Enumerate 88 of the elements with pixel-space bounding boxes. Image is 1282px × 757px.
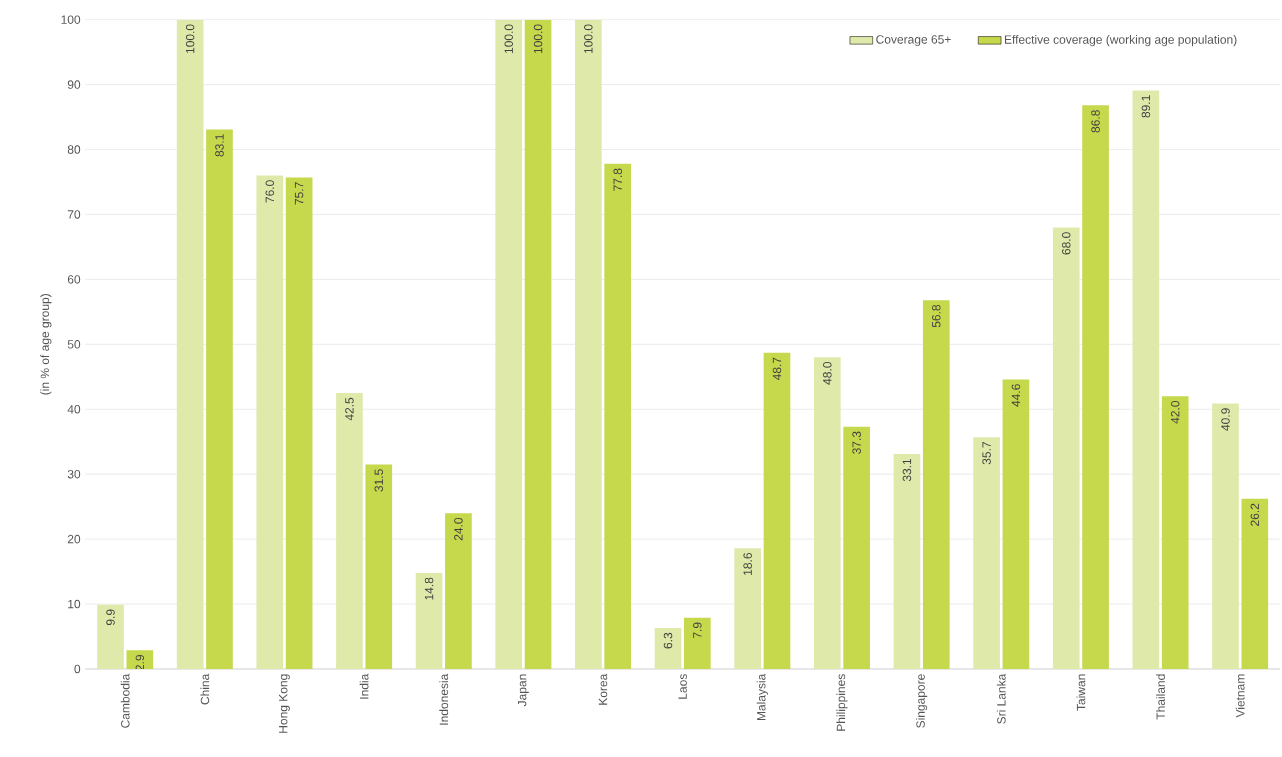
x-tick-label: Hong Kong (279, 674, 290, 733)
y-tick-label: 50 (67, 340, 81, 349)
bar (126, 650, 154, 669)
data-label: 100.0 (584, 24, 593, 54)
y-tick-label: 60 (67, 275, 81, 284)
data-label: 48.7 (772, 357, 782, 381)
data-label: 77.8 (613, 168, 622, 191)
bar (843, 426, 870, 669)
data-label: 83.1 (215, 134, 224, 157)
bar (495, 19, 523, 669)
data-label: 6.3 (663, 632, 673, 649)
bar (684, 617, 711, 669)
data-label: 89.1 (1141, 95, 1151, 118)
bar (97, 604, 124, 669)
y-tick-label: 80 (67, 145, 81, 154)
x-tick-label: China (200, 673, 210, 705)
bar (893, 454, 921, 669)
y-tick-label: 70 (67, 210, 81, 219)
data-label: 42.5 (345, 397, 354, 421)
data-label: 48.0 (823, 362, 832, 385)
bar (1241, 498, 1269, 669)
bar (763, 352, 791, 669)
data-label: 100.0 (533, 24, 543, 54)
data-label: 100.0 (504, 24, 513, 54)
data-label: 42.0 (1170, 401, 1180, 424)
x-tick-label: Korea (598, 673, 608, 705)
data-label: 33.1 (902, 458, 912, 482)
bar (524, 19, 552, 669)
y-tick-label: 10 (68, 599, 81, 609)
data-label: 26.2 (1250, 503, 1260, 526)
bar (654, 628, 682, 669)
x-tick-label: Cambodia (120, 673, 130, 728)
x-tick-label: Indonesia (439, 673, 449, 725)
bar (1082, 105, 1109, 669)
y-tick-label: 0 (74, 664, 81, 674)
bar (336, 393, 363, 669)
bar (922, 300, 950, 669)
data-label: 14.8 (424, 577, 434, 600)
y-axis-title: (in % of age group) (40, 294, 52, 395)
x-tick-label: Philippines (836, 674, 848, 731)
bar (1052, 227, 1080, 669)
bar (734, 548, 761, 669)
legend-label: Coverage 65+ (876, 35, 951, 47)
data-label: 76.0 (265, 180, 275, 203)
data-label: 37.3 (852, 431, 861, 454)
data-label: 86.8 (1091, 110, 1100, 133)
y-tick-label: 40 (67, 405, 81, 414)
data-label: 18.6 (743, 553, 752, 575)
x-tick-label: Sri Lanka (996, 673, 1006, 724)
bar (206, 129, 233, 669)
x-tick-label: Japan (518, 674, 529, 707)
bar (575, 19, 602, 669)
bar (415, 572, 443, 669)
bar (285, 177, 313, 669)
y-tick-label: 100 (61, 15, 81, 24)
data-label: 75.7 (294, 182, 304, 205)
bar (256, 175, 284, 669)
bar (176, 19, 204, 669)
x-tick-label: Vietnam (1235, 674, 1245, 718)
bar (1212, 403, 1239, 669)
bar (445, 513, 472, 669)
bar (1132, 90, 1160, 669)
x-tick-label: Singapore (916, 674, 928, 728)
data-label: 56.8 (932, 304, 941, 328)
x-tick-label: Thailand (1156, 674, 1165, 720)
bar (813, 357, 841, 669)
data-label: 35.7 (982, 442, 991, 465)
bar (604, 163, 632, 669)
y-tick-label: 90 (67, 80, 81, 89)
data-label: 9.9 (106, 609, 115, 626)
data-label: 100.0 (185, 24, 195, 54)
data-label: 7.9 (693, 622, 702, 639)
bar (1161, 396, 1189, 669)
bar (365, 464, 393, 669)
legend-label: Effective coverage (working age population) (1004, 35, 1237, 47)
y-tick-label: 30 (67, 469, 81, 479)
data-label: 68.0 (1061, 232, 1071, 255)
x-tick-label: Malaysia (756, 673, 768, 721)
bar (973, 437, 1000, 669)
data-label: 40.9 (1221, 408, 1230, 431)
y-tick-label: 20 (67, 534, 81, 544)
x-tick-label: India (359, 673, 369, 699)
x-tick-label: Laos (678, 674, 687, 699)
data-label: 24.0 (454, 517, 463, 541)
bar (1002, 379, 1030, 669)
x-tick-label: Taiwan (1076, 674, 1086, 711)
data-label: 31.5 (374, 469, 384, 492)
data-label: 44.6 (1011, 384, 1021, 407)
